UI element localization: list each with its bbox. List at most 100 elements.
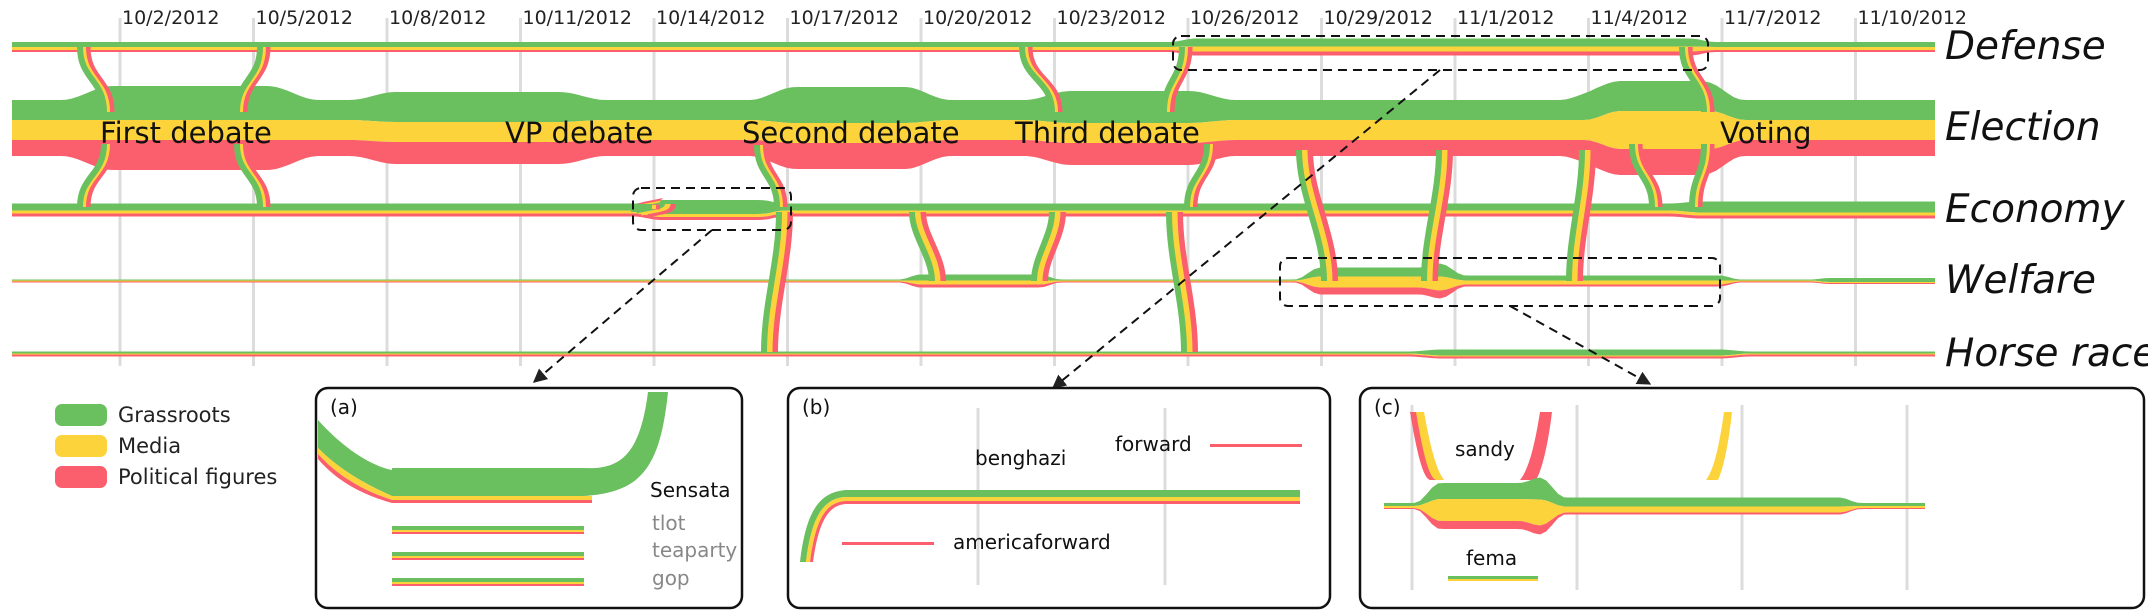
topic-label: Economy bbox=[1945, 187, 2126, 232]
horse-race-flow bbox=[12, 349, 1935, 359]
media-layer bbox=[12, 46, 1935, 52]
event-label: Second debate bbox=[742, 116, 960, 150]
economy-to-election-branch bbox=[1637, 143, 1663, 208]
date-label: 10/14/2012 bbox=[656, 7, 766, 29]
economy-to-election-branch bbox=[1629, 143, 1655, 208]
fema-line bbox=[1448, 576, 1538, 579]
date-label: 10/23/2012 bbox=[1057, 7, 1167, 29]
media-layer bbox=[12, 276, 1935, 291]
topic-labels: Defense Election Economy Welfare Horse race bbox=[1945, 24, 2148, 376]
economy-to-election-branch bbox=[1189, 143, 1213, 208]
date-label: 11/7/2012 bbox=[1724, 7, 1821, 29]
defense-to-election-branch bbox=[242, 46, 271, 113]
panel-c-content: sandy fema bbox=[1410, 405, 1909, 590]
defense-to-election-branch bbox=[1679, 46, 1707, 113]
economy-to-election-branch bbox=[754, 144, 780, 208]
legend-swatch bbox=[55, 435, 107, 457]
date-label: 10/20/2012 bbox=[923, 7, 1033, 29]
date-label: 10/26/2012 bbox=[1190, 7, 1300, 29]
economy-to-election-branch bbox=[759, 144, 783, 208]
legend-swatch bbox=[55, 404, 107, 426]
fema-line-media bbox=[1448, 579, 1538, 581]
panel-tag: (c) bbox=[1374, 395, 1401, 419]
date-axis: 10/2/2012 10/5/2012 10/8/2012 10/11/2012 10/… bbox=[122, 7, 1967, 29]
keyword-label: benghazi bbox=[975, 446, 1066, 470]
zoom-arrow bbox=[1509, 305, 1652, 385]
defense-to-election-branch bbox=[1687, 46, 1715, 113]
keyword-label: teaparty bbox=[652, 538, 737, 562]
date-label: 11/1/2012 bbox=[1457, 7, 1554, 29]
economy-to-election-branch bbox=[85, 143, 115, 208]
topic-label: Defense bbox=[1945, 24, 2106, 69]
keyword-line-media bbox=[392, 530, 584, 532]
economy-to-election-branch bbox=[242, 143, 271, 208]
keyword-line bbox=[392, 578, 584, 582]
defense-to-election-branch bbox=[82, 46, 110, 113]
sensata-pol bbox=[392, 500, 592, 503]
political-layer bbox=[12, 50, 1935, 56]
sandy-branch-pol bbox=[1520, 412, 1552, 480]
panel-a-content: Sensata tlot teaparty gop bbox=[318, 392, 737, 590]
economy-to-election-branch bbox=[1634, 143, 1658, 208]
legend-label: Political figures bbox=[118, 465, 277, 489]
grassroots-layer bbox=[12, 38, 1935, 47]
date-label: 10/29/2012 bbox=[1324, 7, 1434, 29]
political-layer bbox=[12, 140, 1935, 175]
detail-panels: (a) (b) (c) Sensata tlot teaparty gop benghazi f… bbox=[314, 386, 2146, 610]
zoom-arrow bbox=[532, 229, 713, 383]
election-to-welfare-branch bbox=[1421, 149, 1453, 282]
election-flow bbox=[12, 81, 1935, 175]
legend-swatch bbox=[55, 466, 107, 488]
welfare-flow bbox=[12, 263, 1935, 299]
election-to-defense-branch bbox=[1166, 46, 1188, 113]
economy-to-election-branch bbox=[1694, 143, 1710, 208]
political-layer bbox=[1384, 508, 1925, 535]
media-layer bbox=[12, 210, 1935, 217]
panel-tag: (b) bbox=[802, 395, 830, 419]
grassroots-layer bbox=[1384, 477, 1925, 507]
legend-label: Media bbox=[118, 434, 181, 458]
curve-in bbox=[318, 420, 392, 496]
political-layer bbox=[12, 354, 1935, 359]
keyword-label: sandy bbox=[1455, 437, 1515, 461]
sensata-bar bbox=[392, 468, 584, 496]
topic-flows bbox=[12, 38, 1935, 359]
curve-in-media bbox=[318, 448, 392, 500]
zoom-box bbox=[1279, 257, 1721, 307]
topic-label: Horse race bbox=[1945, 331, 2148, 376]
political-layer bbox=[12, 213, 1935, 220]
date-label: 10/8/2012 bbox=[389, 7, 486, 29]
economy-to-election-branch bbox=[1184, 143, 1210, 208]
grassroots-layer bbox=[12, 349, 1935, 356]
keyword-line bbox=[392, 552, 584, 556]
legend: Grassroots Media Political figures bbox=[55, 403, 277, 489]
branch-green bbox=[1166, 211, 1187, 353]
keyword-label: forward bbox=[1115, 432, 1192, 456]
keyword-line-media bbox=[392, 582, 584, 584]
sandy-branch-media bbox=[1416, 412, 1444, 480]
event-label: VP debate bbox=[505, 116, 653, 150]
zoom-indicators bbox=[532, 35, 1721, 389]
keyword-line-media bbox=[392, 556, 584, 558]
grassroots-layer bbox=[12, 81, 1935, 123]
political-layer bbox=[12, 281, 1935, 299]
topic-label: Election bbox=[1945, 105, 2101, 150]
keyword-label: fema bbox=[1466, 546, 1517, 570]
grassroots-layer bbox=[12, 263, 1935, 282]
economy-to-election-branch bbox=[762, 144, 788, 208]
branch-green bbox=[1566, 149, 1585, 282]
economy-to-election-branch bbox=[1697, 143, 1715, 208]
media-layer bbox=[1384, 499, 1925, 526]
keyword-label: gop bbox=[652, 566, 690, 590]
economy-to-welfare-branch bbox=[909, 211, 946, 282]
welfare-to-economy-branch bbox=[1031, 211, 1066, 282]
defense-to-election-branch bbox=[77, 46, 107, 113]
branch-green bbox=[1296, 149, 1327, 282]
date-label: 10/5/2012 bbox=[256, 7, 353, 29]
keyword-line-pol bbox=[392, 584, 584, 586]
keyword-label: americaforward bbox=[953, 530, 1111, 554]
zoom-arrow bbox=[1051, 69, 1441, 389]
economy-to-election-branch bbox=[1689, 143, 1707, 208]
panel-tag: (a) bbox=[330, 395, 358, 419]
